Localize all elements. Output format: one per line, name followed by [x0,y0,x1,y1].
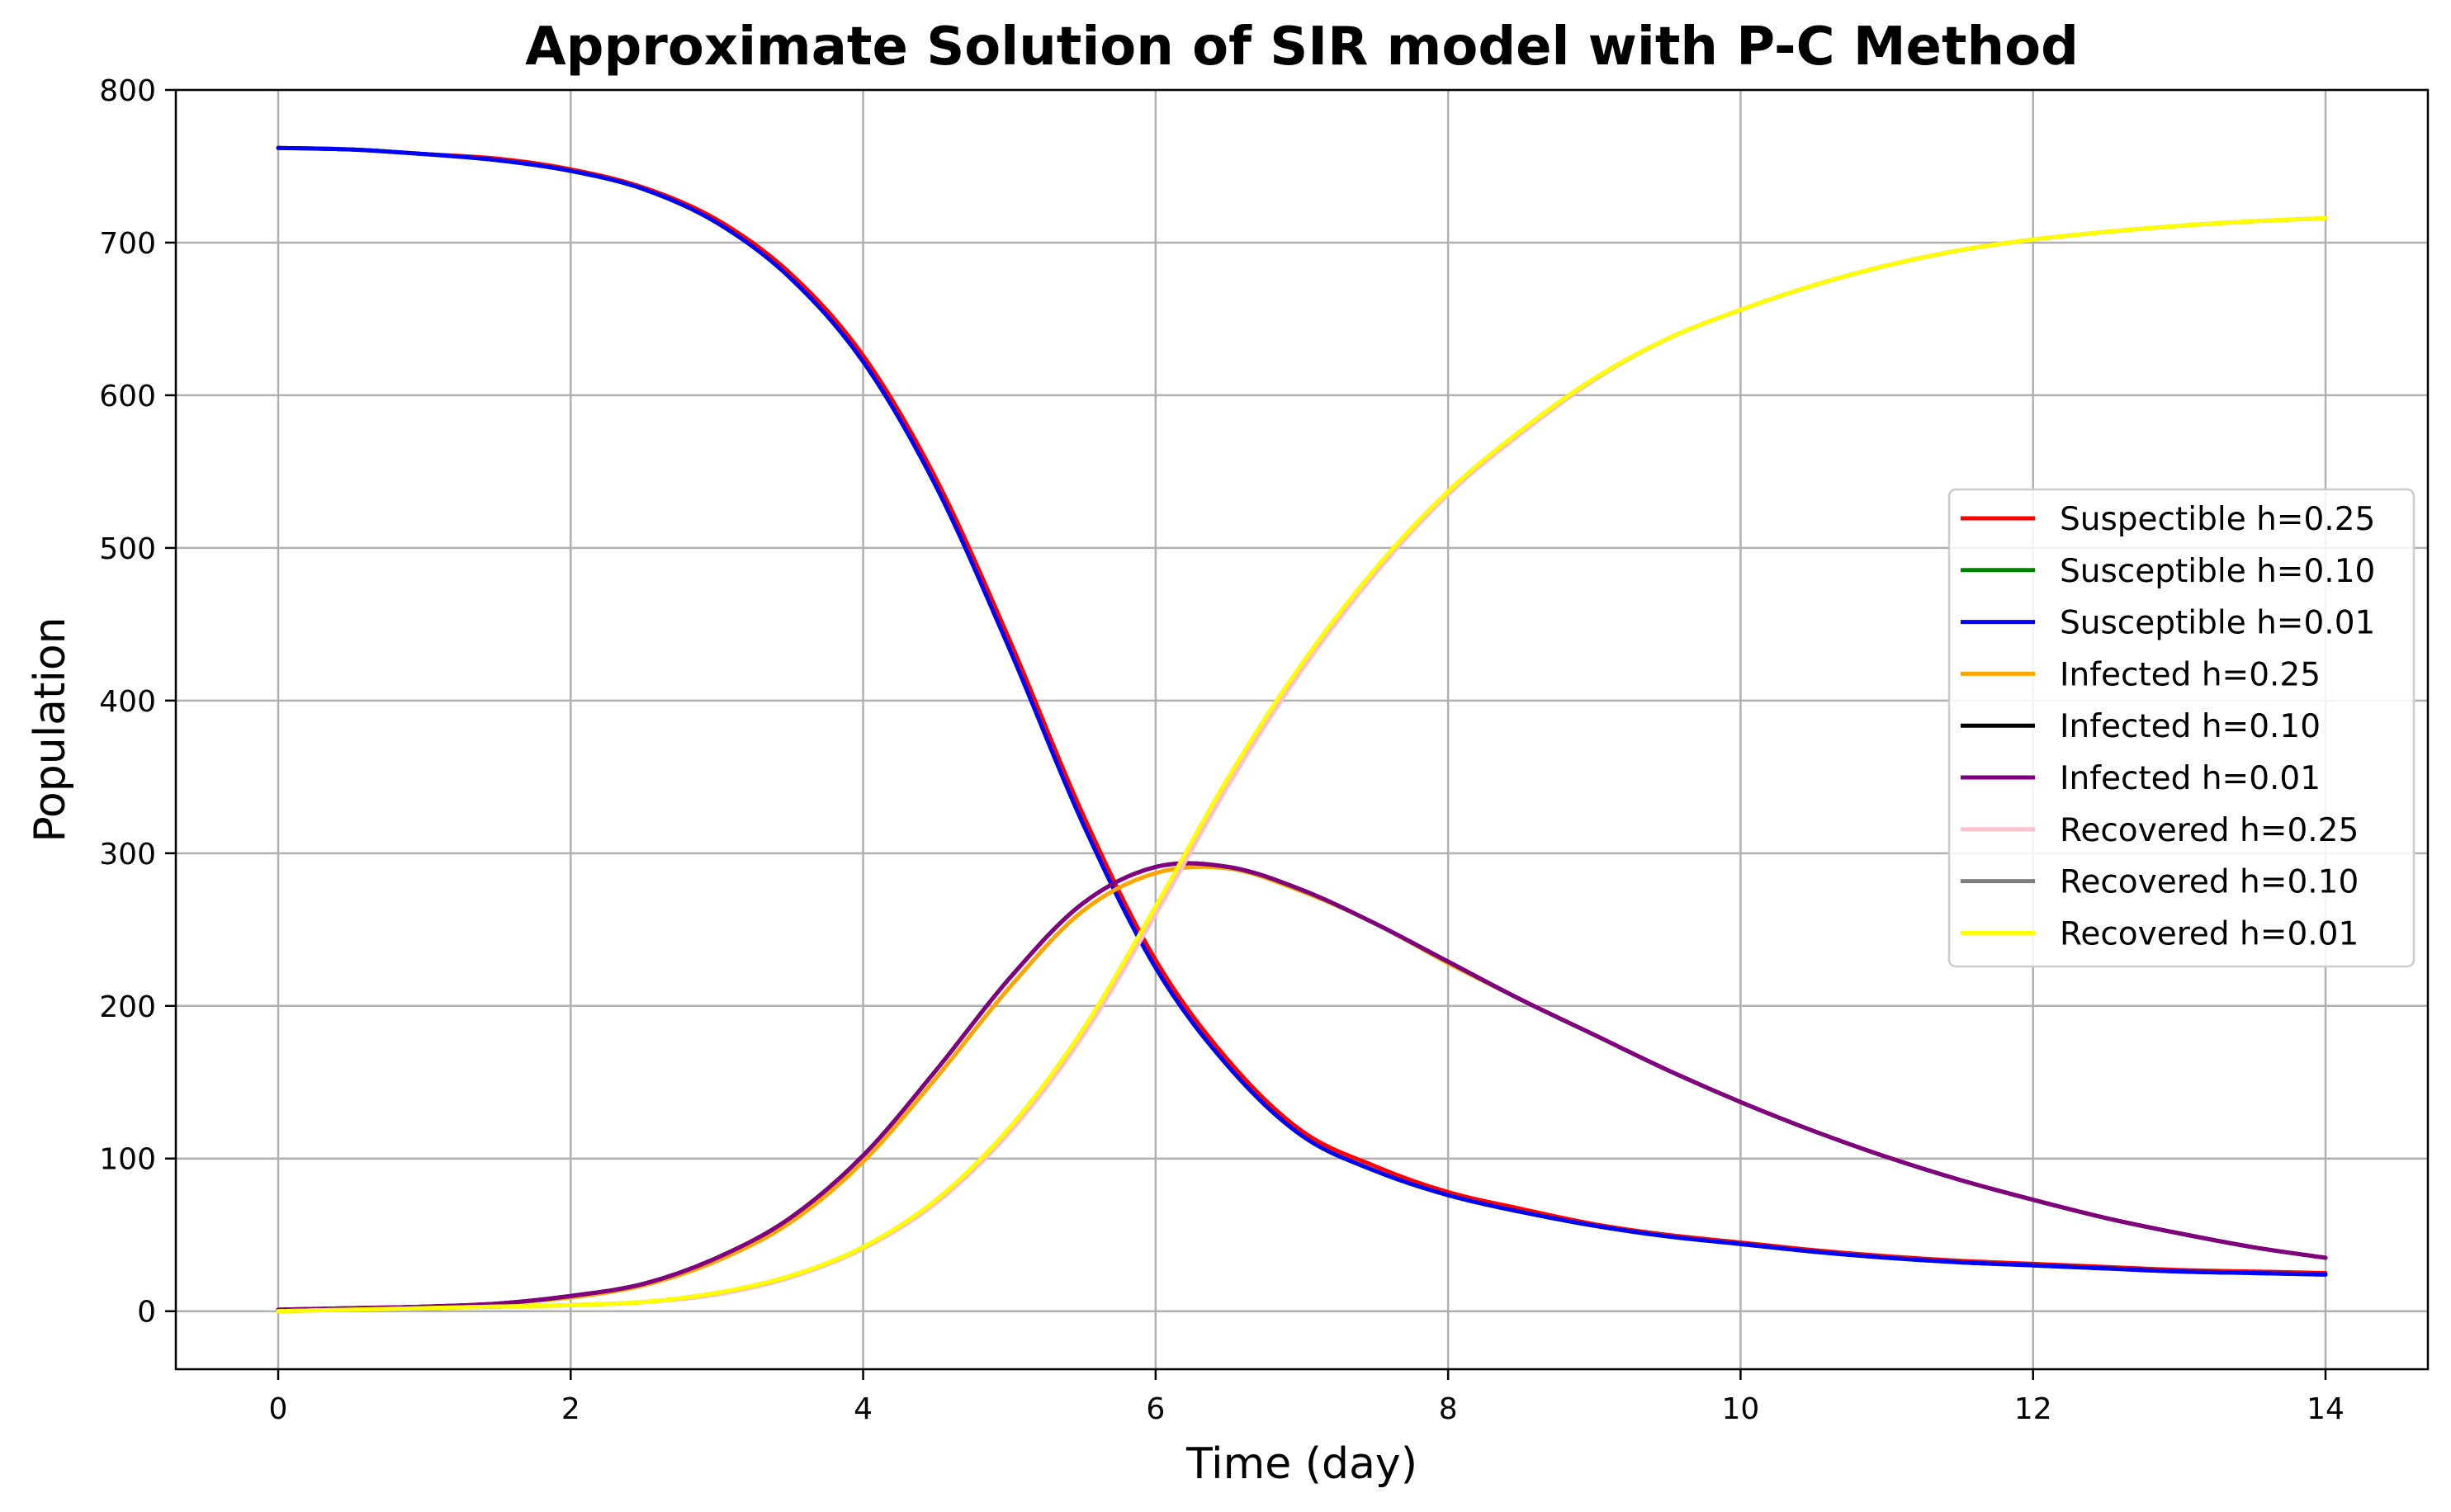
legend-entry: Infected h=0.01 [1961,760,2321,797]
y-tick-label: 800 [99,74,156,108]
x-tick-label: 8 [1439,1392,1458,1426]
legend-entry: Recovered h=0.01 [1961,915,2359,952]
y-tick-label: 0 [137,1296,156,1330]
x-tick-label: 14 [2307,1392,2345,1426]
legend-label: Infected h=0.25 [2060,656,2321,693]
y-tick-label: 400 [99,685,156,719]
chart-title: Approximate Solution of SIR model with P… [525,17,2079,78]
legend-entry: Susceptible h=0.10 [1961,553,2375,590]
legend-entry: Recovered h=0.10 [1961,864,2359,901]
series-line-recovered-h-0-01 [276,215,2328,1314]
legend-label: Recovered h=0.25 [2060,812,2359,849]
legend-label: Infected h=0.10 [2060,708,2321,745]
legend-entry: Infected h=0.25 [1961,656,2321,693]
x-tick-label: 12 [2014,1392,2052,1426]
y-tick-label: 200 [99,990,156,1024]
legend-label: Recovered h=0.01 [2060,915,2359,952]
x-tick-label: 0 [269,1392,288,1426]
legend-label: Suspectible h=0.25 [2060,501,2375,538]
x-tick-label: 10 [1722,1392,1760,1426]
x-tick-label: 6 [1146,1392,1165,1426]
y-tick-label: 300 [99,838,156,872]
x-axis-label: Time (day) [1185,1439,1417,1489]
y-tick-label: 600 [99,380,156,413]
legend-entry: Susceptible h=0.01 [1961,605,2375,642]
legend-entry: Infected h=0.10 [1961,708,2321,745]
legend-label: Infected h=0.01 [2060,760,2321,797]
plot-frame [174,88,2430,1371]
legend-label: Susceptible h=0.01 [2060,605,2375,642]
legend-entry: Suspectible h=0.25 [1961,501,2375,538]
legend-label: Recovered h=0.10 [2060,864,2359,901]
legend: Suspectible h=0.25 Susceptible h=0.10 Susc… [1947,488,2416,968]
x-tick-label: 2 [561,1392,580,1426]
y-tick-label: 100 [99,1143,156,1177]
y-axis-label: Population [26,617,75,842]
grid [176,88,2428,1369]
axis-ticks: 0 2 4 6 8 10 12 14 0 100 200 300 400 500 600 700 800 [99,74,2345,1426]
y-tick-label: 700 [99,227,156,261]
series-lines [276,145,2328,1314]
x-tick-label: 4 [854,1392,873,1426]
legend-entry: Recovered h=0.25 [1961,812,2359,849]
legend-items: Suspectible h=0.25 Susceptible h=0.10 Susc… [1961,501,2375,952]
series-line-susceptible-h-0-01 [276,145,2328,1277]
legend-label: Susceptible h=0.10 [2060,553,2375,590]
series-line-infected-h-0-01 [276,861,2328,1312]
legend-box [1947,488,2416,968]
y-tick-label: 500 [99,532,156,566]
